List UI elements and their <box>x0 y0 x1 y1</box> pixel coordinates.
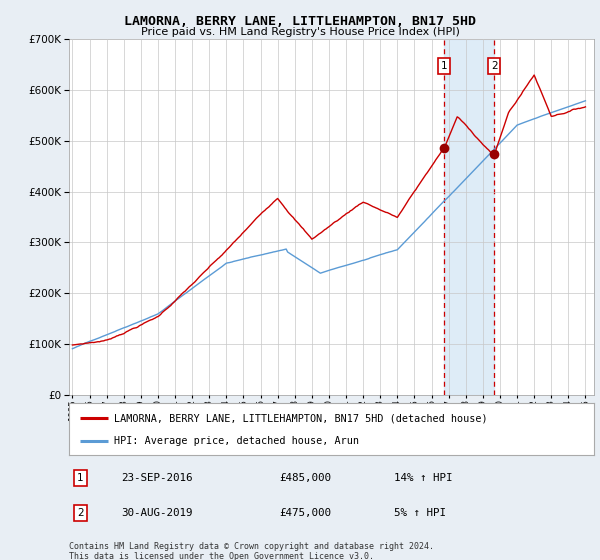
Text: 30-AUG-2019: 30-AUG-2019 <box>121 508 193 519</box>
Text: 1: 1 <box>77 473 84 483</box>
Text: 5% ↑ HPI: 5% ↑ HPI <box>395 508 446 519</box>
Text: 2: 2 <box>491 61 497 71</box>
Text: Price paid vs. HM Land Registry's House Price Index (HPI): Price paid vs. HM Land Registry's House … <box>140 27 460 37</box>
Text: £475,000: £475,000 <box>279 508 331 519</box>
Text: 1: 1 <box>440 61 447 71</box>
Text: HPI: Average price, detached house, Arun: HPI: Average price, detached house, Arun <box>113 436 359 446</box>
Text: 23-SEP-2016: 23-SEP-2016 <box>121 473 193 483</box>
Text: LAMORNA, BERRY LANE, LITTLEHAMPTON, BN17 5HD: LAMORNA, BERRY LANE, LITTLEHAMPTON, BN17… <box>124 15 476 27</box>
Text: 14% ↑ HPI: 14% ↑ HPI <box>395 473 453 483</box>
Text: 2: 2 <box>77 508 84 519</box>
Text: Contains HM Land Registry data © Crown copyright and database right 2024.
This d: Contains HM Land Registry data © Crown c… <box>69 542 434 560</box>
Text: £485,000: £485,000 <box>279 473 331 483</box>
Text: LAMORNA, BERRY LANE, LITTLEHAMPTON, BN17 5HD (detached house): LAMORNA, BERRY LANE, LITTLEHAMPTON, BN17… <box>113 413 487 423</box>
Bar <box>444 39 494 395</box>
